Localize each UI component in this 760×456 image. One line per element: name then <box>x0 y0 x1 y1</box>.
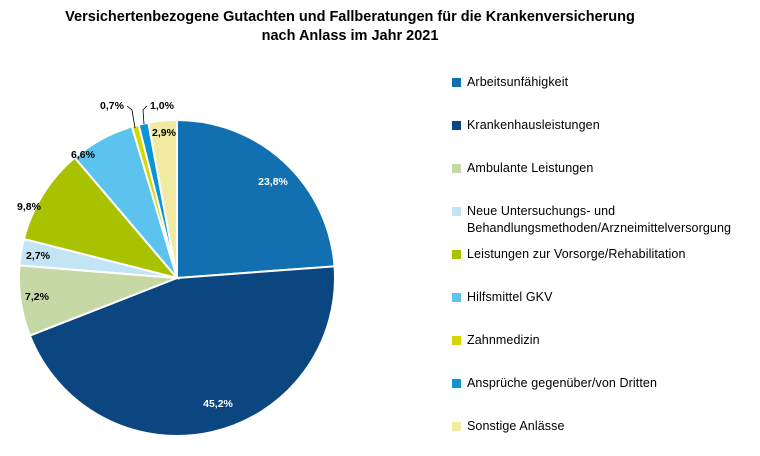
legend-swatch <box>452 379 461 388</box>
legend-label: Leistungen zur Vorsorge/Rehabilitation <box>467 246 686 263</box>
legend-label-line: Krankenhausleistungen <box>467 118 600 132</box>
legend-swatch <box>452 422 461 431</box>
legend-item-8: Ansprüche gegenüber/von Dritten <box>452 375 657 392</box>
legend-label: Neue Untersuchungs- und Behandlungsmethod… <box>467 203 731 237</box>
legend-item-2: Krankenhausleistungen <box>452 117 600 134</box>
leader-line-8 <box>142 105 148 125</box>
chart-title: Versichertenbezogene Gutachten und Fallb… <box>0 8 700 46</box>
legend-label-line: Hilfsmittel GKV <box>467 290 553 304</box>
legend-item-1: Arbeitsunfähigkeit <box>452 74 568 91</box>
pie-slice-1 <box>176 118 336 280</box>
slice-label-6: 6,6% <box>71 149 96 161</box>
legend-label: Arbeitsunfähigkeit <box>467 74 568 91</box>
legend-label-line: Behandlungsmethoden/Arzneimittelversorgu… <box>467 221 732 235</box>
leader-lines <box>126 105 148 129</box>
legend-label-line: Leistungen zur Vorsorge/Rehabilitation <box>467 247 686 261</box>
pie-slice-2 <box>28 265 336 438</box>
chart-title-line-1: Versichertenbezogene Gutachten und Fallb… <box>65 9 635 25</box>
legend-item-3: Ambulante Leistungen <box>452 160 593 177</box>
legend-label: Zahnmedizin <box>467 332 540 349</box>
slice-label-9: 2,9% <box>152 127 177 139</box>
legend-label-line: Neue Untersuchungs- und <box>467 204 616 218</box>
pie-slice-9 <box>147 118 178 279</box>
legend-label: Ambulante Leistungen <box>467 160 593 177</box>
legend-label: Hilfsmittel GKV <box>467 289 553 306</box>
legend-swatch <box>452 293 461 302</box>
legend-item-6: Hilfsmittel GKV <box>452 289 553 306</box>
slice-label-2: 45,2% <box>203 398 233 410</box>
legend-item-9: Sonstige Anlässe <box>452 418 565 435</box>
legend-label: Sonstige Anlässe <box>467 418 565 435</box>
legend-swatch <box>452 250 461 259</box>
legend-label-line: Sonstige Anlässe <box>467 419 565 433</box>
legend-label: Krankenhausleistungen <box>467 117 600 134</box>
slice-label-7: 0,7% <box>100 100 125 112</box>
legend-label-line: Arbeitsunfähigkeit <box>467 75 569 89</box>
slice-label-5: 9,8% <box>17 201 42 213</box>
legend-swatch <box>452 78 461 87</box>
legend-swatch <box>452 207 461 216</box>
slice-label-8: 1,0% <box>150 100 175 112</box>
slice-label-3: 7,2% <box>25 291 50 303</box>
legend-label-line: Ansprüche gegenüber/von Dritten <box>467 376 658 390</box>
slice-labels: 23,8% 45,2% 7,2% 2,7% 9,8% 6,6% 0,7% 1,0% 2,9% <box>17 100 289 410</box>
legend-label-line: Ambulante Leistungen <box>467 161 594 175</box>
legend-label-line: Zahnmedizin <box>467 333 540 347</box>
pie-slices <box>18 118 336 438</box>
legend-swatch <box>452 121 461 130</box>
legend-label: Ansprüche gegenüber/von Dritten <box>467 375 657 392</box>
chart-title-line-2: nach Anlass im Jahr 2021 <box>261 28 439 44</box>
legend-item-4: Neue Untersuchungs- und Behandlungsmethod… <box>452 203 731 237</box>
legend-item-5: Leistungen zur Vorsorge/Rehabilitation <box>452 246 686 263</box>
pie-slice-5 <box>22 156 180 280</box>
legend-swatch <box>452 164 461 173</box>
legend-item-7: Zahnmedizin <box>452 332 540 349</box>
leader-line-7 <box>126 105 136 129</box>
slice-label-4: 2,7% <box>26 250 51 262</box>
slice-label-1: 23,8% <box>258 176 288 188</box>
legend-swatch <box>452 336 461 345</box>
